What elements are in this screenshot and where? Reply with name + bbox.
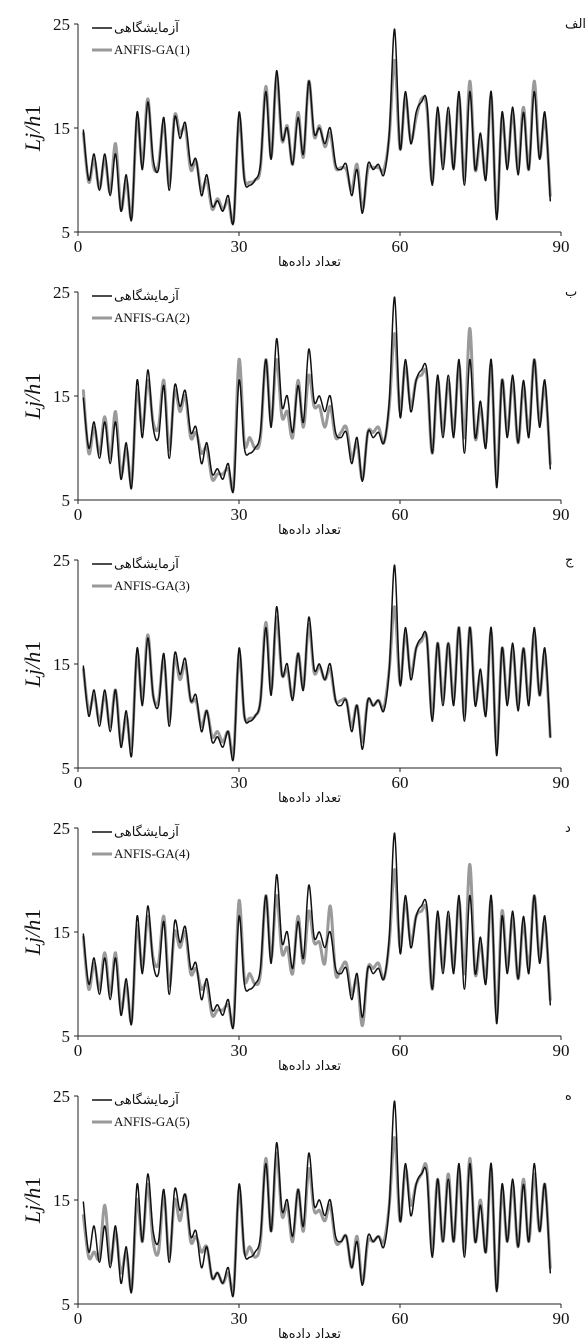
y-axis-title-main: Lj/h	[20, 652, 45, 688]
svg-text:Lj/h1: Lj/h1	[20, 105, 45, 152]
series-line-experimental	[82, 296, 552, 494]
y-axis-title-sub: 1	[20, 909, 45, 920]
x-axis-title: تعداد داده‌ها	[278, 791, 341, 804]
y-axis-title-main: Lj/h	[20, 116, 45, 152]
x-tick-label: 90	[553, 1309, 570, 1328]
y-tick-label: 15	[53, 655, 70, 674]
series-line-experimental	[82, 832, 552, 1030]
chart-panel-4: 5 15 25 0 30 60 90 تعداد داده‌ها Lj/h1 د آزمایشگاه…	[0, 808, 586, 1072]
svg-text:Lj/h1: Lj/h1	[20, 373, 45, 420]
y-tick-label: 15	[53, 1191, 70, 1210]
chart-svg: 5 15 25 0 30 60 90 تعداد داده‌ها Lj/h1 د آزمایشگاه…	[20, 819, 571, 1072]
y-axis-title: Lj/h1	[20, 641, 45, 688]
x-axis-title: تعداد داده‌ها	[278, 255, 341, 268]
panel-label: د	[565, 821, 571, 836]
x-tick-label: 60	[392, 773, 409, 792]
series-line-experimental	[82, 1100, 552, 1298]
y-tick-label: 5	[62, 759, 71, 778]
panel-label: الف	[565, 17, 586, 32]
y-axis-title: Lj/h1	[20, 1177, 45, 1224]
chart-panel-5: 5 15 25 0 30 60 90 تعداد داده‌ها Lj/h1 ه آزمایشگاه…	[0, 1076, 586, 1340]
y-tick-label: 5	[62, 491, 71, 510]
chart-panel-1: 5 15 25 0 30 60 90 تعداد داده‌ها Lj/h1 الف آزمایشگ…	[0, 4, 586, 268]
panel-label: ج	[565, 553, 574, 568]
x-axis-title: تعداد داده‌ها	[278, 523, 341, 536]
y-axis-title: Lj/h1	[20, 909, 45, 956]
legend-label: ANFIS-GA(3)	[114, 578, 190, 593]
x-axis-title: تعداد داده‌ها	[278, 1059, 341, 1072]
chart-svg: 5 15 25 0 30 60 90 تعداد داده‌ها Lj/h1 ه آزمایشگاه…	[20, 1087, 572, 1340]
y-axis-title-sub: 1	[20, 641, 45, 652]
series-line-model	[81, 862, 552, 1028]
x-tick-label: 30	[231, 1309, 248, 1328]
y-axis-title-main: Lj/h	[20, 920, 45, 956]
legend-label: ANFIS-GA(1)	[114, 42, 190, 57]
series-line-model	[81, 58, 552, 225]
y-tick-label: 5	[62, 223, 71, 242]
svg-text:Lj/h1: Lj/h1	[20, 1177, 45, 1224]
y-tick-label: 5	[62, 1027, 71, 1046]
y-tick-label: 15	[53, 119, 70, 138]
series-line-model	[81, 1136, 552, 1294]
x-tick-label: 0	[74, 1041, 83, 1060]
svg-text:Lj/h1: Lj/h1	[20, 909, 45, 956]
legend-label: ANFIS-GA(4)	[114, 846, 190, 861]
x-axis-title: تعداد داده‌ها	[278, 1327, 341, 1340]
y-axis-title-sub: 1	[20, 105, 45, 116]
chart-panel-2: 5 15 25 0 30 60 90 تعداد داده‌ها Lj/h1 ب آزمایشگاه…	[0, 272, 586, 536]
chart-svg: 5 15 25 0 30 60 90 تعداد داده‌ها Lj/h1 ج آزمایشگاه…	[20, 551, 574, 804]
y-tick-label: 25	[53, 283, 70, 302]
legend-label: آزمایشگاهی	[114, 555, 180, 572]
x-tick-label: 0	[74, 773, 83, 792]
y-axis-title-sub: 1	[20, 1177, 45, 1188]
legend-label: آزمایشگاهی	[114, 287, 180, 304]
y-axis-title: Lj/h1	[20, 373, 45, 420]
x-tick-label: 60	[392, 1041, 409, 1060]
x-tick-label: 30	[231, 505, 248, 524]
y-tick-label: 25	[53, 15, 70, 34]
y-axis-title-sub: 1	[20, 373, 45, 384]
x-tick-label: 0	[74, 1309, 83, 1328]
y-tick-label: 25	[53, 819, 70, 838]
x-tick-label: 60	[392, 237, 409, 256]
x-tick-label: 30	[231, 237, 248, 256]
y-axis-title: Lj/h1	[20, 105, 45, 152]
series-line-experimental	[82, 564, 552, 762]
y-axis-title-main: Lj/h	[20, 384, 45, 420]
x-tick-label: 90	[553, 505, 570, 524]
x-tick-label: 60	[392, 1309, 409, 1328]
svg-text:Lj/h1: Lj/h1	[20, 641, 45, 688]
series-line-model	[81, 326, 552, 492]
legend-label: ANFIS-GA(2)	[114, 310, 190, 325]
y-tick-label: 5	[62, 1295, 71, 1314]
chart-panel-3: 5 15 25 0 30 60 90 تعداد داده‌ها Lj/h1 ج آزمایشگاه…	[0, 540, 586, 804]
y-tick-label: 25	[53, 551, 70, 570]
x-tick-label: 30	[231, 1041, 248, 1060]
panel-label: ه	[565, 1089, 572, 1104]
y-tick-label: 15	[53, 387, 70, 406]
legend-label: آزمایشگاهی	[114, 1091, 180, 1108]
x-tick-label: 30	[231, 773, 248, 792]
series-line-model	[81, 605, 552, 757]
legend-label: آزمایشگاهی	[114, 19, 180, 36]
legend-label: ANFIS-GA(5)	[114, 1114, 190, 1129]
x-tick-label: 90	[553, 773, 570, 792]
x-tick-label: 90	[553, 237, 570, 256]
x-tick-label: 0	[74, 237, 83, 256]
y-tick-label: 25	[53, 1087, 70, 1106]
x-tick-label: 90	[553, 1041, 570, 1060]
series-line-experimental	[82, 28, 552, 226]
chart-svg: 5 15 25 0 30 60 90 تعداد داده‌ها Lj/h1 الف آزمایشگ…	[20, 15, 586, 268]
panel-label: ب	[565, 285, 577, 300]
x-tick-label: 0	[74, 505, 83, 524]
legend-label: آزمایشگاهی	[114, 823, 180, 840]
y-axis-title-main: Lj/h	[20, 1188, 45, 1224]
y-tick-label: 15	[53, 923, 70, 942]
x-tick-label: 60	[392, 505, 409, 524]
chart-svg: 5 15 25 0 30 60 90 تعداد داده‌ها Lj/h1 ب آزمایشگاه…	[20, 283, 577, 536]
